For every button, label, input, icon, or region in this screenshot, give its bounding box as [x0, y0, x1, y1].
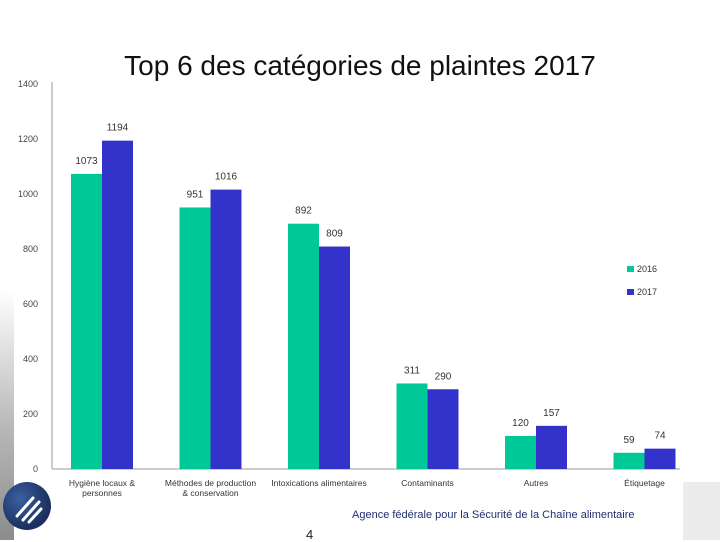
x-tick-label: Hygiène locaux & [69, 478, 135, 488]
bar [644, 448, 676, 469]
bar [210, 189, 242, 469]
bar [396, 383, 428, 469]
data-label: 892 [295, 206, 312, 217]
data-label: 120 [512, 418, 529, 429]
y-tick-label: 1400 [18, 79, 38, 89]
bar [102, 140, 133, 469]
page-number: 4 [306, 527, 314, 542]
y-tick-label: 800 [23, 244, 38, 254]
data-label: 290 [435, 371, 452, 382]
data-label: 59 [623, 435, 635, 446]
data-label: 809 [326, 229, 343, 240]
cutlery-icon [15, 496, 43, 524]
footer-agency-name: Agence fédérale pour la Sécurité de la C… [352, 509, 635, 521]
x-tick-label: Contaminants [401, 478, 453, 488]
data-label: 951 [187, 189, 204, 200]
bar [536, 425, 567, 469]
bar [179, 207, 211, 469]
data-label: 311 [404, 365, 420, 376]
x-tick-label: & conservation [182, 488, 238, 498]
legend-swatch [627, 266, 634, 272]
bar [427, 389, 459, 469]
data-label: 74 [654, 431, 666, 442]
data-label: 1016 [215, 172, 238, 183]
x-tick-label: Intoxications alimentaires [271, 478, 366, 488]
frame-corner [683, 482, 720, 540]
x-tick-label: personnes [82, 488, 122, 498]
page-title: Top 6 des catégories de plaintes 2017 [124, 50, 596, 81]
bar [319, 246, 350, 469]
y-tick-label: 400 [23, 354, 38, 364]
x-tick-label: Autres [524, 478, 549, 488]
x-tick-label: Méthodes de production [165, 478, 256, 488]
y-tick-label: 1000 [18, 189, 38, 199]
legend-label: 2017 [637, 287, 657, 297]
data-label: 1073 [75, 156, 98, 167]
bar [71, 173, 102, 470]
afsca-logo [3, 482, 51, 530]
legend-swatch [627, 289, 634, 295]
y-tick-label: 200 [23, 409, 38, 419]
bar [505, 436, 536, 469]
left-decorative-strip [0, 290, 14, 540]
y-tick-label: 1200 [18, 134, 38, 144]
bar [288, 223, 319, 469]
x-tick-label: Étiquetage [624, 478, 665, 488]
data-label: 157 [543, 408, 560, 419]
legend-label: 2016 [637, 264, 657, 274]
data-label: 1194 [107, 123, 129, 134]
bar [613, 452, 645, 469]
y-tick-label: 0 [33, 464, 38, 474]
y-tick-label: 600 [23, 299, 38, 309]
